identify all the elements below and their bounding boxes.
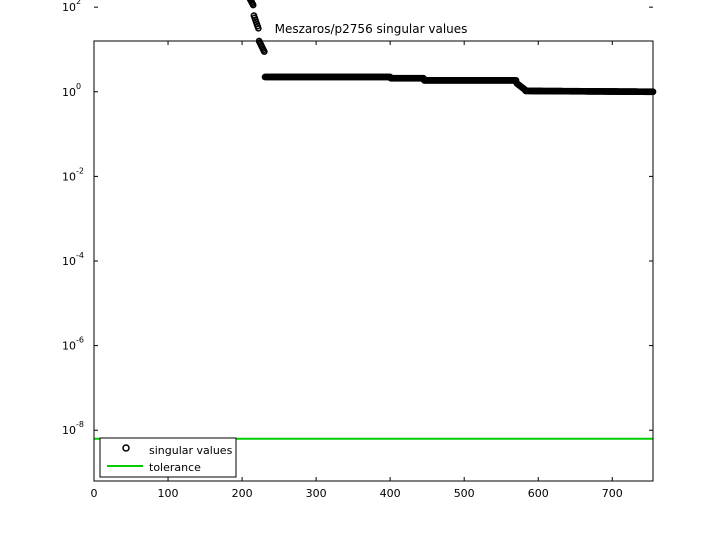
legend-label-tolerance: tolerance — [149, 461, 201, 474]
plot-area — [94, 0, 657, 440]
plot-frame — [93, 40, 654, 482]
x-tick-label: 0 — [91, 487, 98, 500]
x-tick-label: 700 — [602, 487, 623, 500]
y-tick-label: 100 — [62, 82, 81, 99]
x-tick-label: 500 — [454, 487, 475, 500]
singular-value-point — [249, 1, 257, 9]
y-tick-label: 10-6 — [62, 336, 84, 353]
x-axis: 0 100 200 300 400 500 600 700 — [91, 41, 623, 500]
singular-value-point — [260, 48, 268, 55]
legend-box — [99, 437, 237, 478]
legend: singular values tolerance — [99, 437, 237, 478]
y-tick-label: 10-4 — [62, 251, 84, 268]
legend-marker-singular-values — [122, 444, 130, 452]
y-tick-label: 10-2 — [62, 166, 84, 183]
x-tick-label: 600 — [528, 487, 549, 500]
y-axis: 10410210010-210-410-610-8 — [62, 0, 653, 437]
x-tick-label: 100 — [158, 487, 179, 500]
x-tick-label: 300 — [306, 487, 327, 500]
y-tick-label: 102 — [62, 0, 81, 14]
y-tick-label: 10-8 — [62, 420, 84, 437]
chart-title: Meszaros/p2756 singular values — [275, 22, 468, 36]
x-tick-label: 400 — [380, 487, 401, 500]
singular-value-point — [255, 24, 262, 32]
legend-label-singular-values: singular values — [149, 444, 233, 457]
x-tick-label: 200 — [232, 487, 253, 500]
